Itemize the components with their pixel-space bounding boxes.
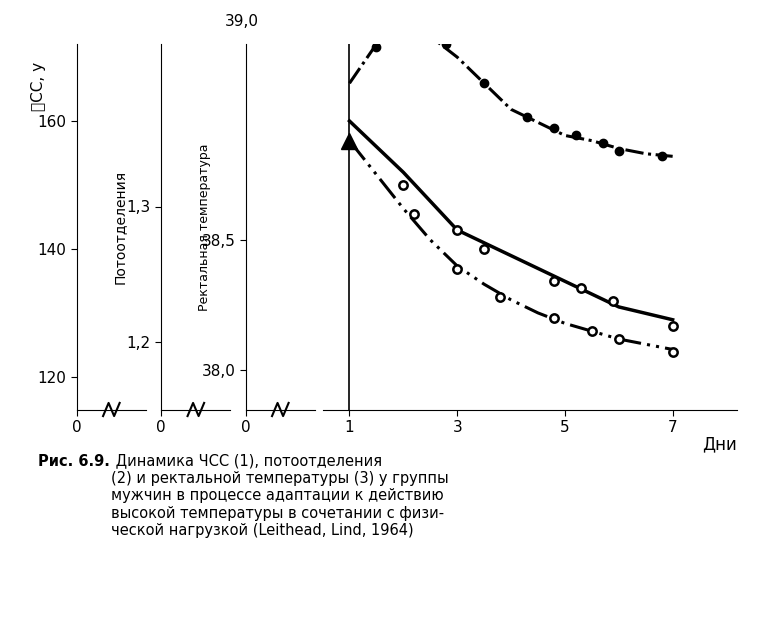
Text: Ректальная температура: Ректальная температура — [198, 143, 210, 311]
Text: Дни: Дни — [703, 435, 737, 453]
Text: 䉼СС, у: 䉼СС, у — [31, 62, 46, 112]
Text: Рис. 6.9.: Рис. 6.9. — [38, 454, 111, 469]
Text: 2: 2 — [332, 362, 344, 379]
Text: 39,0: 39,0 — [225, 14, 259, 30]
Text: Динамика ЧСС (1), потоотделения
(2) и ректальной температуры (3) у группы
мужчин: Динамика ЧСС (1), потоотделения (2) и ре… — [111, 454, 449, 538]
Text: Потоотделения: Потоотделения — [113, 169, 127, 284]
